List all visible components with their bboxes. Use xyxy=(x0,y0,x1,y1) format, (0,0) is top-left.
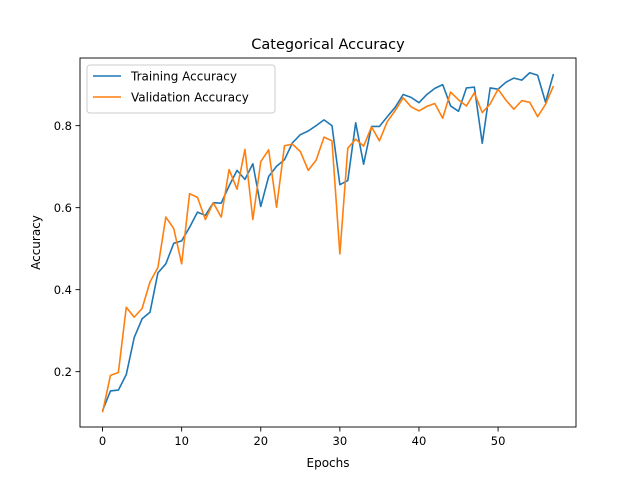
y-tick-label: 0.6 xyxy=(54,201,72,215)
y-axis-label: Accuracy xyxy=(29,215,43,270)
x-tick-label: 20 xyxy=(253,434,268,448)
x-axis-label: Epochs xyxy=(307,456,350,470)
x-tick-label: 30 xyxy=(333,434,348,448)
y-tick-label: 0.4 xyxy=(54,283,72,297)
y-tick-label: 0.2 xyxy=(54,365,72,379)
series-line-training xyxy=(101,71,555,411)
legend: Training Accuracy Validation Accuracy xyxy=(86,64,276,114)
axes-frame xyxy=(79,57,577,428)
x-tick-label: 0 xyxy=(99,434,106,448)
x-axis-ticks: 0 10 20 30 40 50 xyxy=(99,427,506,448)
series-line-validation xyxy=(101,85,555,413)
y-tick-label: 0.8 xyxy=(54,119,72,133)
plot-area xyxy=(79,57,577,428)
x-tick-label: 40 xyxy=(412,434,427,448)
legend-label-validation: Validation Accuracy xyxy=(131,91,249,105)
x-tick-label: 10 xyxy=(174,434,189,448)
legend-box xyxy=(86,64,276,114)
y-axis-ticks: 0.2 0.4 0.6 0.8 xyxy=(54,119,80,379)
x-tick-label: 50 xyxy=(491,434,506,448)
legend-label-training: Training Accuracy xyxy=(130,70,237,84)
chart-title: Categorical Accuracy xyxy=(251,37,405,53)
series-lines xyxy=(101,71,555,413)
